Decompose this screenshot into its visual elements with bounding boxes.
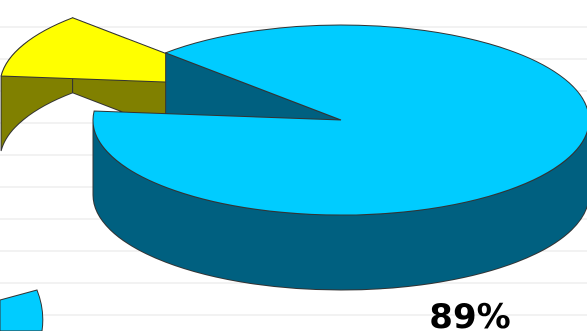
slice-label-89: 89% [429,297,510,331]
pie-slice-0 [92,24,587,291]
partial-pie-fragment [0,289,44,331]
pie-slices [0,17,587,331]
pie-slice-top-0 [92,24,587,216]
